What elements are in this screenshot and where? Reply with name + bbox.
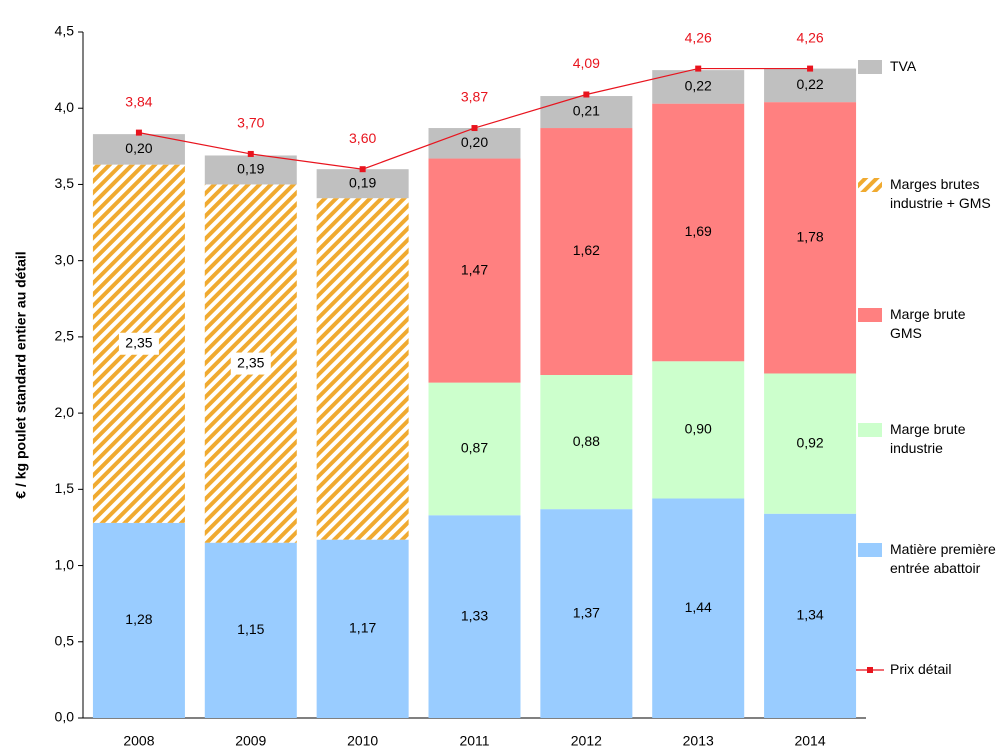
price-label: 4,26: [796, 29, 823, 45]
x-tick-label: 2010: [347, 733, 378, 749]
data-label: 0,22: [796, 76, 823, 92]
price-marker: [695, 65, 702, 72]
price-label: 3,70: [237, 115, 264, 131]
data-label: 0,19: [237, 161, 264, 177]
data-label: 0,90: [685, 421, 712, 437]
price-label: 4,09: [573, 55, 600, 71]
y-tick-label: 2,0: [55, 404, 75, 420]
bar-segment: [540, 96, 633, 129]
y-tick-label: 2,5: [55, 328, 75, 344]
price-label: 4,26: [685, 29, 712, 45]
bar-segment: [652, 361, 745, 499]
data-label: 1,28: [125, 611, 152, 627]
bar-segment: [92, 134, 185, 165]
x-tick-label: 2014: [794, 733, 825, 749]
label-box: [118, 332, 159, 355]
x-tick-label: 2008: [123, 733, 154, 749]
data-label: 2,35: [125, 334, 152, 350]
data-label: 1,47: [461, 261, 488, 277]
data-label: 0,20: [125, 140, 152, 156]
y-tick-label: 3,0: [55, 251, 75, 267]
price-marker: [359, 166, 366, 173]
data-label: 1,33: [461, 607, 488, 623]
data-label: 2,35: [237, 354, 264, 370]
legend-label: TVA: [890, 58, 917, 74]
data-label: 0,88: [573, 433, 600, 449]
data-label: 1,17: [349, 620, 376, 636]
bar-segment: [428, 515, 521, 718]
label-box: [230, 352, 271, 375]
data-label: 1,44: [685, 599, 712, 615]
legend-label: Marge brute GMS: [890, 306, 966, 341]
y-tick-label: 4,0: [55, 99, 75, 115]
data-label: 0,87: [461, 440, 488, 456]
price-marker: [583, 91, 590, 98]
bar-segment: [204, 155, 297, 185]
x-tick-label: 2012: [571, 733, 602, 749]
bar-segment: [428, 158, 521, 383]
bar-segment: [316, 169, 409, 199]
legend-swatch: [858, 178, 882, 192]
data-label: 1,34: [796, 607, 823, 623]
x-tick-label: 2011: [459, 733, 489, 749]
bar-segment: [428, 128, 521, 159]
x-tick-label: 2013: [683, 733, 714, 749]
bar-segment: [204, 542, 297, 718]
bar-segment: [316, 539, 409, 718]
bar-segment: [764, 513, 857, 718]
data-label: 1,37: [573, 604, 600, 620]
y-tick-label: 4,5: [55, 23, 75, 39]
bar-segment: [540, 128, 633, 375]
legend-swatch: [858, 543, 882, 557]
data-label: 1,69: [685, 223, 712, 239]
y-tick-label: 3,5: [55, 175, 75, 191]
y-tick-label: 1,5: [55, 480, 75, 496]
data-label: 0,92: [796, 434, 823, 450]
price-label: 3,60: [349, 130, 376, 146]
legend-marker: [867, 667, 873, 673]
bar-segment: [764, 373, 857, 514]
price-marker: [135, 129, 142, 136]
legend-label: Marges brutes industrie + GMS: [890, 176, 991, 211]
data-label: 1,78: [796, 229, 823, 245]
data-label: 0,19: [349, 174, 376, 190]
legend-swatch: [858, 308, 882, 322]
price-label: 3,87: [461, 89, 488, 105]
bar-segment: [540, 509, 633, 718]
data-label: 0,21: [573, 103, 600, 119]
data-label: 0,20: [461, 134, 488, 150]
price-label: 3,84: [125, 93, 152, 109]
price-marker: [807, 65, 814, 72]
y-axis-label: € / kg poulet standard entier au détail: [13, 251, 29, 498]
bar-segment: [764, 68, 857, 103]
data-label: 1,15: [237, 621, 264, 637]
bar-segment: [540, 375, 633, 510]
bar-segment: [652, 103, 745, 362]
price-marker: [471, 125, 478, 132]
data-label: 1,62: [573, 242, 600, 258]
y-tick-label: 0,5: [55, 632, 75, 648]
price-marker: [247, 150, 254, 157]
legend-label: Prix détail: [890, 661, 952, 677]
bar-segment: [92, 522, 185, 718]
bar-segment: [316, 198, 409, 540]
legend-label: Matière première entrée abattoir: [890, 541, 996, 576]
bar-segment: [652, 498, 745, 718]
y-tick-label: 1,0: [55, 556, 75, 572]
bar-segment: [428, 382, 521, 516]
x-tick-label: 2009: [235, 733, 266, 749]
legend-label: Marge brute industrie: [890, 421, 966, 456]
bar-segment: [764, 102, 857, 374]
legend-swatch: [858, 60, 882, 74]
data-label: 0,22: [685, 78, 712, 94]
legend-swatch: [858, 423, 882, 437]
y-tick-label: 0,0: [55, 709, 75, 725]
